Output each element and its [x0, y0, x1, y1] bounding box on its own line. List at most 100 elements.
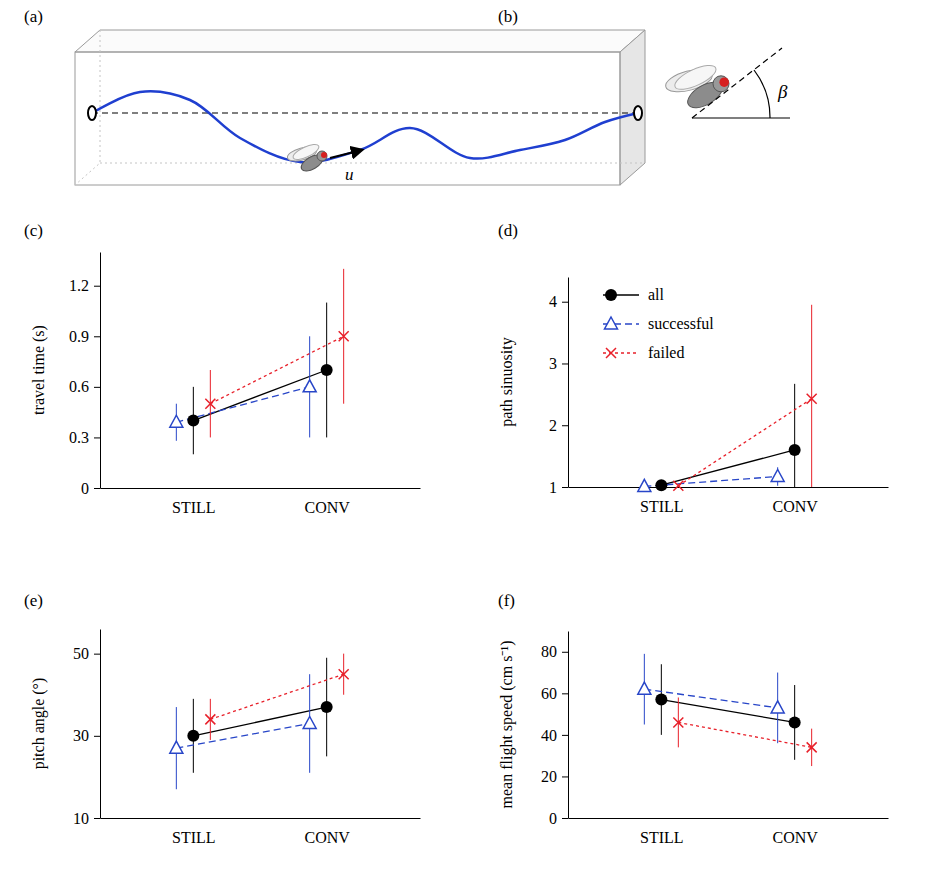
y-tick-mark [562, 735, 568, 736]
y-axis-line [568, 278, 569, 488]
y-tick: 20 [541, 768, 568, 785]
angle-arc [754, 70, 770, 118]
legend-swatch [603, 352, 639, 354]
y-tick-label: 1.2 [69, 277, 89, 294]
x-tick-label: CONV [304, 829, 350, 846]
series-line [678, 399, 811, 486]
y-axis-title: travel time (s) [30, 325, 48, 415]
error-bar [794, 384, 795, 487]
x-tick-label: STILL [172, 829, 216, 846]
x-tick: CONV [772, 818, 818, 846]
plot-area [176, 654, 343, 790]
legend-label: all [648, 286, 665, 303]
legend-label: failed [648, 344, 684, 361]
y-tick-label: 3 [549, 355, 557, 372]
series-line [176, 724, 309, 749]
y-tick-label: 1 [549, 479, 557, 496]
y-axis-line [100, 630, 101, 819]
y-tick-mark [562, 693, 568, 694]
y-tick-label: 4 [549, 293, 557, 310]
legend-marker [605, 289, 617, 301]
error-bar [811, 305, 812, 487]
marker-layer [170, 331, 349, 427]
y-tick-mark [562, 776, 568, 777]
data-point [807, 394, 817, 404]
tunnel-hidden-edges [75, 30, 645, 185]
portal [88, 106, 96, 120]
marker-layer [638, 394, 817, 492]
panel-a: (a)u [24, 7, 645, 185]
data-point [673, 717, 683, 727]
y-axis: 0 0.3 0.6 0.9 1.2 [69, 253, 101, 497]
y-tick-label: 80 [541, 643, 557, 660]
marker-layer [638, 682, 817, 752]
y-tick: 0.9 [69, 328, 100, 345]
y-tick-label: 0.6 [69, 378, 89, 395]
y-tick: 2 [549, 417, 568, 434]
y-tick-mark [94, 336, 100, 337]
data-point [638, 479, 651, 491]
y-tick-label: 0 [549, 810, 557, 827]
legend: all successful failed [603, 286, 714, 361]
y-axis-title: pitch angle (°) [30, 678, 48, 770]
y-tick: 0 [81, 480, 100, 497]
y-tick-mark [94, 818, 100, 819]
legend-label: successful [648, 315, 714, 332]
y-tick: 3 [549, 355, 568, 372]
data-point [303, 380, 316, 392]
y-tick: 0.3 [69, 429, 100, 446]
panel-label: (a) [24, 7, 43, 26]
x-axis-line [101, 818, 421, 819]
tunnel-top [75, 30, 645, 52]
y-axis-line [100, 253, 101, 489]
x-tick: STILL [172, 488, 216, 516]
y-tick-mark [562, 363, 568, 364]
y-axis-line [568, 632, 569, 819]
portal [634, 106, 642, 120]
y-tick-label: 20 [541, 768, 557, 785]
y-axis-title: path sinuosity [498, 337, 516, 426]
data-point [187, 415, 199, 427]
data-point [321, 701, 333, 713]
chart-panel: (f)020406080STILLCONVmean flight speed (… [498, 591, 889, 846]
y-tick: 10 [73, 810, 100, 827]
tunnel-end [620, 30, 645, 185]
x-axis-line [101, 488, 421, 489]
data-point [170, 415, 183, 427]
body-axis [692, 48, 782, 118]
y-tick: 80 [541, 643, 568, 660]
data-point [789, 716, 801, 728]
y-tick-label: 50 [73, 645, 89, 662]
y-tick: 0 [549, 810, 568, 827]
y-tick: 0.6 [69, 378, 100, 395]
fly-wing [672, 61, 719, 94]
y-tick-label: 30 [73, 727, 89, 744]
y-tick: 60 [541, 685, 568, 702]
y-axis: 020406080 [541, 632, 569, 827]
x-axis: STILLCONV [569, 487, 889, 515]
fly-eye [321, 152, 327, 158]
x-axis: STILL CONV [101, 818, 421, 846]
y-axis: 10 30 50 [73, 630, 101, 827]
y-tick-label: 2 [549, 417, 557, 434]
x-axis: STILLCONV [101, 488, 421, 516]
y-tick-mark [562, 302, 568, 303]
plot-area [644, 654, 811, 766]
y-tick-mark [562, 425, 568, 426]
panel-label: (d) [498, 221, 518, 240]
tunnel-front [75, 52, 620, 185]
data-point [771, 701, 784, 713]
data-point [205, 714, 215, 724]
data-point [205, 399, 215, 409]
series-line [210, 336, 343, 403]
legend-marker [605, 317, 618, 329]
data-point [339, 669, 349, 679]
fly-head [317, 151, 327, 161]
panel-label: (c) [24, 221, 43, 240]
y-tick-label: 0 [81, 480, 89, 497]
y-tick: 1 [549, 479, 568, 496]
x-tick: CONV [772, 487, 818, 515]
y-axis: 1 2 3 4 [549, 278, 569, 496]
plot-area [176, 269, 343, 454]
chart-panel: (c) 0 0.3 0.6 0.9 1.2 STILLCONV travel time (s) [24, 221, 421, 516]
